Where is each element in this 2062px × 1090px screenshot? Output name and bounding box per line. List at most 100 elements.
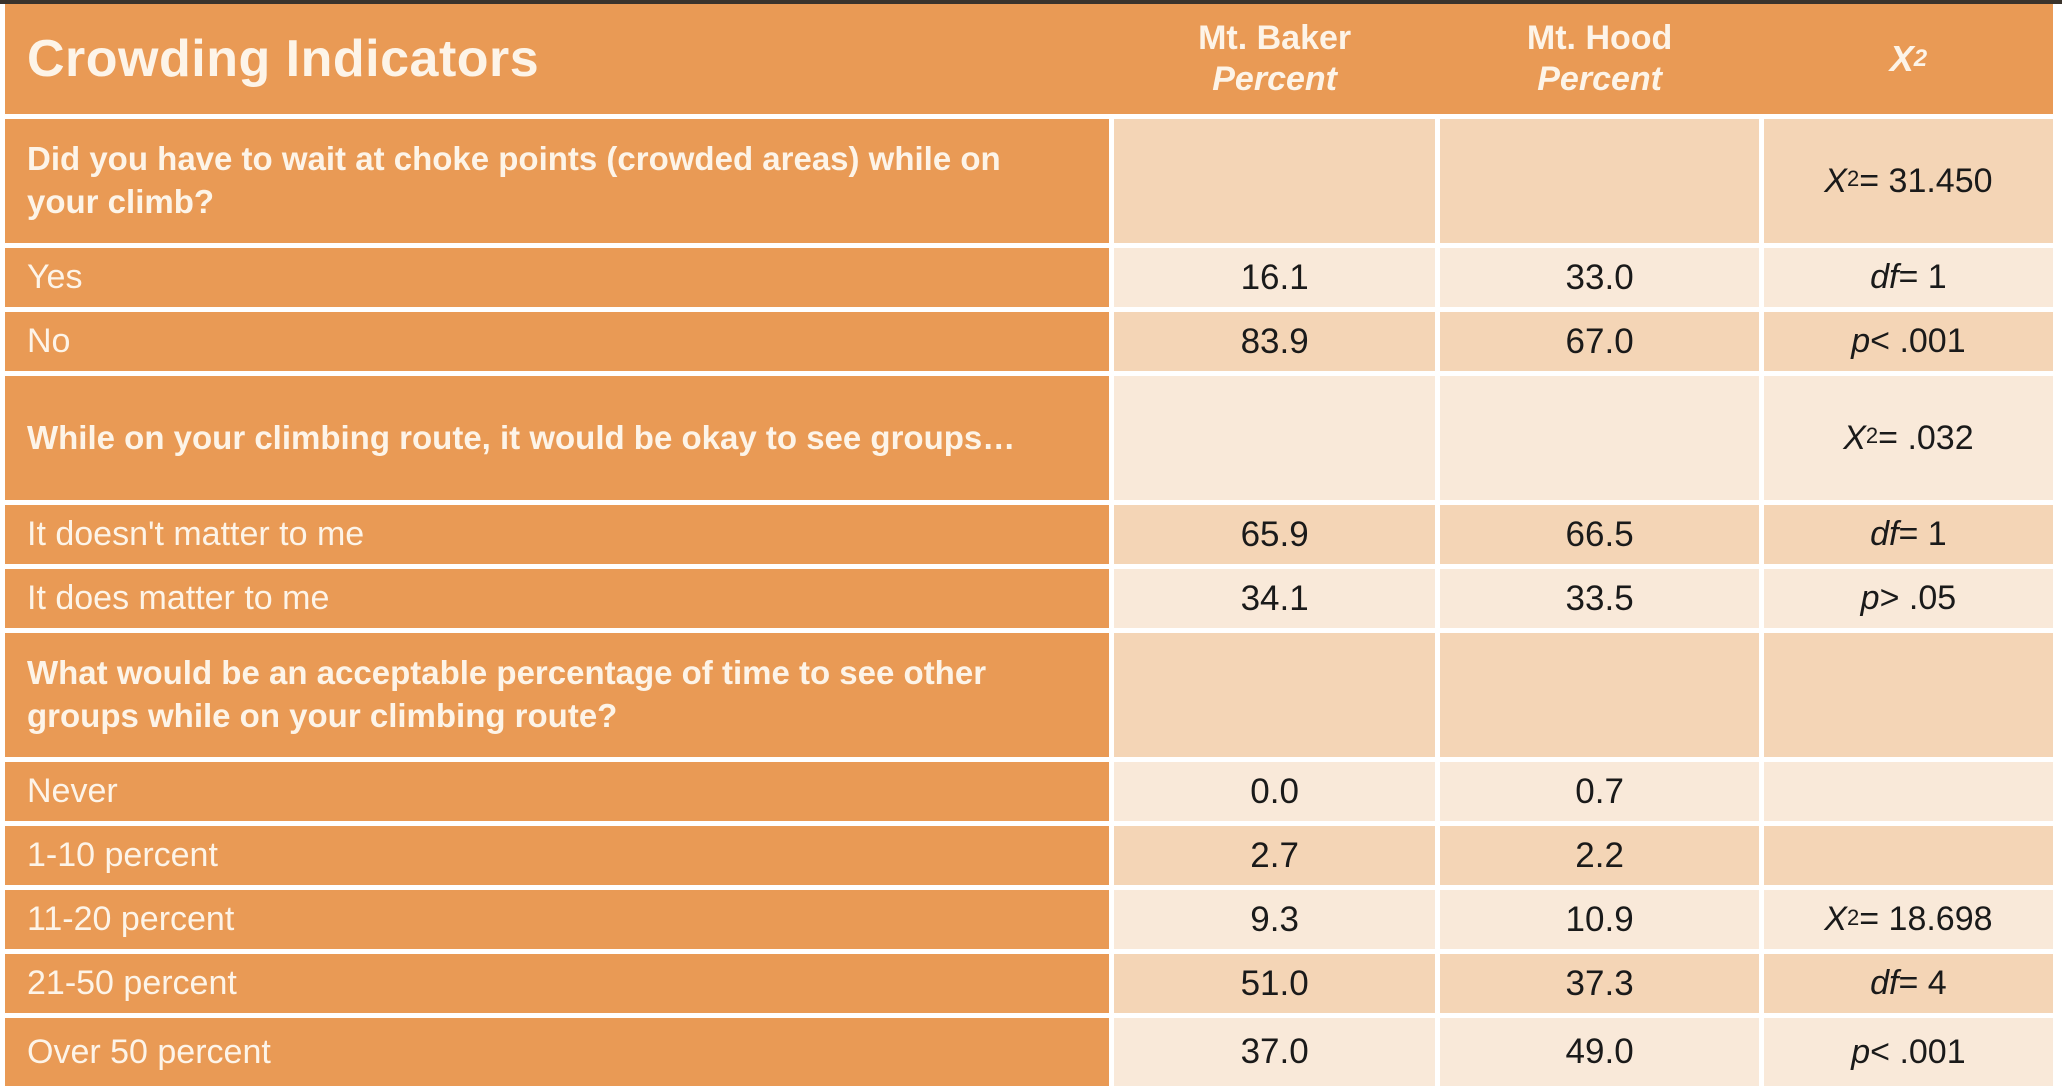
chi-superscript: 2 [1913,45,1928,72]
title-cell: Crowding Indicators [5,4,1109,114]
baker-percent-cell [1113,119,1436,243]
hood-percent-cell: 37.3 [1440,954,1759,1013]
option-label: Over 50 percent [27,1032,271,1071]
row-label-cell: No [5,312,1109,371]
hood-percent-cell [1440,119,1759,243]
baker-percent-cell: 51.0 [1113,954,1436,1013]
table-row: It does matter to me 34.1 33.5 p > .05 [5,569,2053,628]
baker-percent-cell: 34.1 [1113,569,1436,628]
chi-variable: p [1851,322,1871,360]
hood-percent-cell [1440,633,1759,757]
row-label-cell: Over 50 percent [5,1018,1109,1086]
chi-statistic-cell: p < .001 [1763,1018,2053,1086]
table-row: No 83.9 67.0 p < .001 [5,312,2053,371]
chi-value: = 31.450 [1859,161,1993,200]
chi-superscript: 2 [1865,423,1879,448]
hood-percent-cell: 49.0 [1440,1018,1759,1086]
chi-superscript: 2 [1846,166,1860,191]
table-row: It doesn't matter to me 65.9 66.5 df = 1 [5,505,2053,564]
page-title: Crowding Indicators [27,30,540,88]
baker-percent-cell: 0.0 [1113,762,1436,821]
column-header-mt-baker: Mt. Baker Percent [1114,4,1436,114]
row-label-cell: Did you have to wait at choke points (cr… [5,119,1109,243]
hood-percent-cell: 33.5 [1440,569,1759,628]
question-label: What would be an acceptable percentage o… [27,654,987,734]
baker-percent-cell [1113,376,1436,500]
table-row: Yes 16.1 33.0 df = 1 [5,248,2053,307]
column-header-baker-name: Mt. Baker [1198,18,1352,57]
chi-statistic-cell: df = 1 [1763,505,2053,564]
chi-variable: df [1870,515,1899,553]
row-label-cell: It doesn't matter to me [5,505,1109,564]
option-label: No [27,322,71,360]
hood-percent-cell: 10.9 [1440,890,1759,949]
hood-percent-cell: 67.0 [1440,312,1759,371]
chi-statistic-cell: df = 1 [1763,248,2053,307]
table-body: Did you have to wait at choke points (cr… [5,119,2053,1086]
chi-variable: X [1843,418,1866,457]
chi-variable: X [1824,161,1847,200]
chi-superscript: 2 [1846,904,1860,930]
baker-percent-cell: 65.9 [1113,505,1436,564]
question-label: Did you have to wait at choke points (cr… [27,140,1001,220]
chi-statistic-cell: p < .001 [1763,312,2053,371]
row-label-cell: 1-10 percent [5,826,1109,885]
chi-value: = 4 [1898,964,1947,1002]
option-label: 1-10 percent [27,836,218,874]
table-row: While on your climbing route, it would b… [5,376,2053,500]
row-label-cell: It does matter to me [5,569,1109,628]
chi-statistic-cell [1763,826,2053,885]
hood-percent-cell: 66.5 [1440,505,1759,564]
row-label-cell: Yes [5,248,1109,307]
chi-value: = 18.698 [1859,900,1993,938]
chi-statistic-cell [1763,633,2053,757]
option-label: 21-50 percent [27,964,237,1002]
table-row: What would be an acceptable percentage o… [5,633,2053,757]
chi-statistic-cell: p > .05 [1763,569,2053,628]
question-label: While on your climbing route, it would b… [27,418,1016,456]
hood-percent-cell: 2.2 [1440,826,1759,885]
table-row: 1-10 percent 2.7 2.2 [5,826,2053,885]
option-label: Yes [27,258,83,296]
column-header-baker-unit: Percent [1212,60,1337,98]
hood-percent-cell: 0.7 [1440,762,1759,821]
hood-percent-cell [1440,376,1759,500]
chi-variable: X [1824,900,1847,938]
chi-statistic-cell: df = 4 [1763,954,2053,1013]
option-label: 11-20 percent [27,900,235,938]
baker-percent-cell: 83.9 [1113,312,1436,371]
hood-percent-cell: 33.0 [1440,248,1759,307]
chi-value: < .001 [1870,1032,1966,1071]
table-row: 21-50 percent 51.0 37.3 df = 4 [5,954,2053,1013]
baker-percent-cell: 37.0 [1113,1018,1436,1086]
table-row: Over 50 percent 37.0 49.0 p < .001 [5,1018,2053,1086]
chi-variable: p [1860,579,1880,617]
row-label-cell: While on your climbing route, it would b… [5,376,1109,500]
chi-variable: df [1870,964,1899,1002]
column-header-hood-unit: Percent [1537,60,1662,98]
baker-percent-cell [1113,633,1436,757]
row-label-cell: 21-50 percent [5,954,1109,1013]
chi-value: = 1 [1898,258,1947,296]
chi-value: = .032 [1878,418,1974,457]
row-label-cell: What would be an acceptable percentage o… [5,633,1109,757]
column-header-mt-hood: Mt. Hood Percent [1440,4,1758,114]
column-header-hood-name: Mt. Hood [1526,18,1673,57]
chi-value: = 1 [1898,515,1947,553]
option-label: Never [27,772,118,810]
row-label-cell: 11-20 percent [5,890,1109,949]
table-row: Did you have to wait at choke points (cr… [5,119,2053,243]
row-label-cell: Never [5,762,1109,821]
baker-percent-cell: 2.7 [1113,826,1436,885]
option-label: It does matter to me [27,579,330,617]
chi-value: > .05 [1879,579,1957,617]
option-label: It doesn't matter to me [27,515,365,553]
baker-percent-cell: 16.1 [1113,248,1436,307]
baker-percent-cell: 9.3 [1113,890,1436,949]
